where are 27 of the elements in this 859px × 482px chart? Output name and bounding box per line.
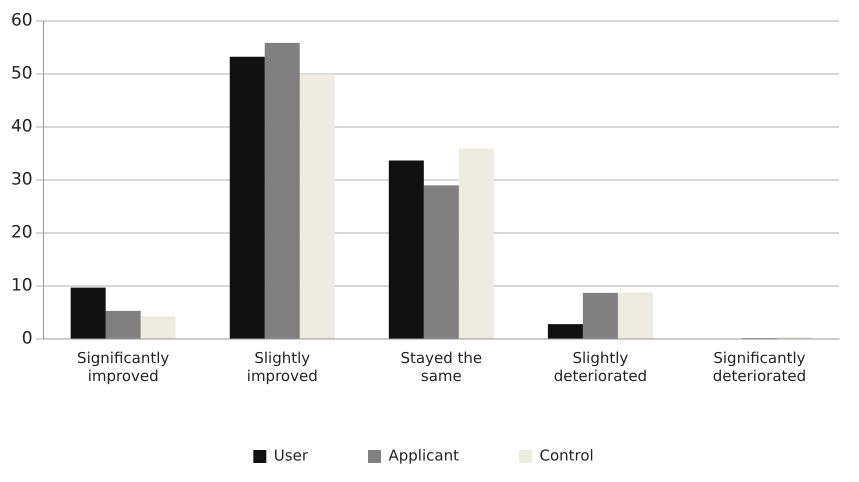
bar xyxy=(388,160,424,338)
bar xyxy=(618,292,653,338)
x-tick-label: Slightly improved xyxy=(246,348,318,385)
x-tick-label: Significantly deteriorated xyxy=(712,348,806,385)
bar xyxy=(230,56,265,338)
bar xyxy=(424,185,459,338)
x-tick-label: Slightly deteriorated xyxy=(554,348,648,385)
bar xyxy=(300,74,335,338)
y-tick-label: 60 xyxy=(10,10,33,31)
y-tick-label: 0 xyxy=(22,328,33,348)
legend-label: Applicant xyxy=(388,446,460,464)
bar xyxy=(70,288,106,338)
bar xyxy=(264,42,300,338)
y-tick-label: 50 xyxy=(10,64,33,84)
y-tick-label: 20 xyxy=(10,222,33,242)
x-tick-label: Stayed the same xyxy=(400,348,482,385)
y-tick-label: 10 xyxy=(10,275,33,296)
bar xyxy=(548,324,583,338)
y-tick-label: 30 xyxy=(10,170,33,190)
bar xyxy=(458,148,494,338)
legend-label: User xyxy=(274,446,309,464)
bar xyxy=(140,316,176,338)
x-tick-label: Significantly improved xyxy=(77,348,170,385)
y-tick-label: 40 xyxy=(10,116,33,137)
legend-label: Control xyxy=(539,446,594,464)
bar xyxy=(582,292,618,338)
bar xyxy=(106,310,141,338)
